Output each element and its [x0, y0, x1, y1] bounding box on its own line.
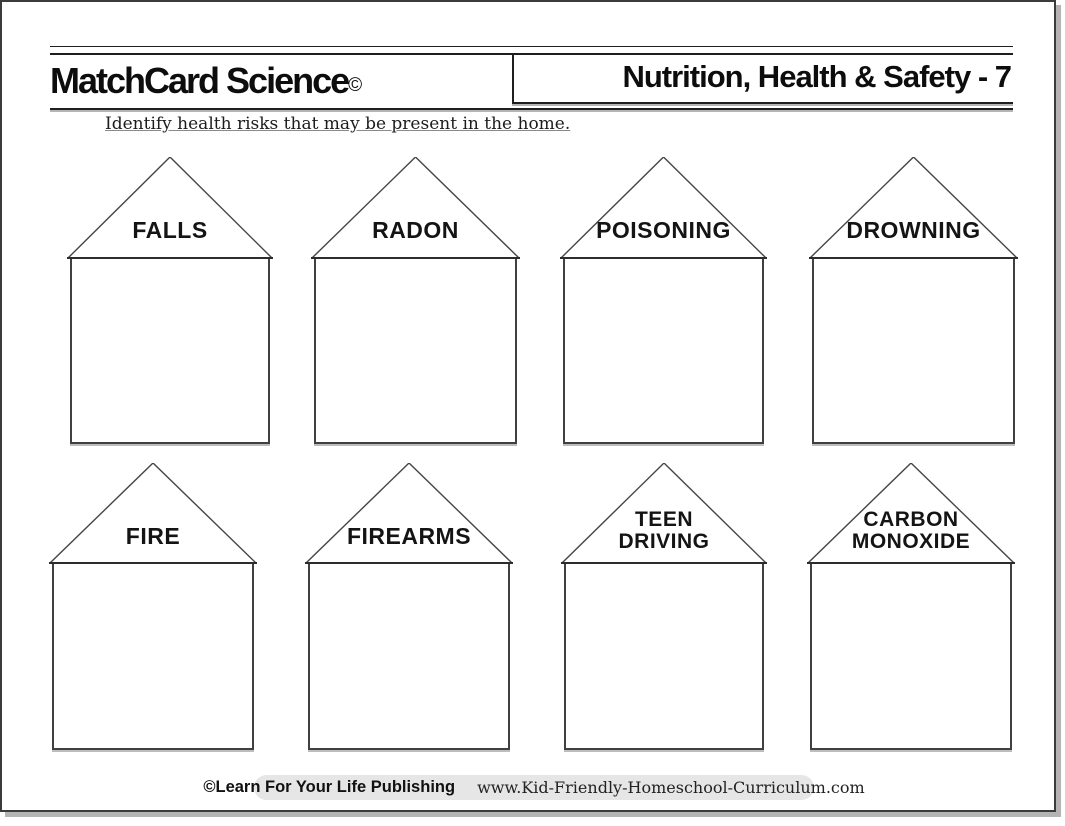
- house-label-line1: CARBON: [863, 508, 959, 531]
- house-box: [812, 259, 1015, 444]
- house-label-line2: DRIVING: [618, 530, 710, 553]
- house-label: RADON: [372, 217, 459, 243]
- brand-title-text: MatchCard Science: [50, 60, 350, 101]
- house-roof: [311, 157, 520, 259]
- house-label-line2: MONOXIDE: [851, 530, 971, 553]
- house-label: FALLS: [132, 217, 208, 243]
- footer-publisher: ©Learn For Your Life Publishing: [203, 778, 456, 796]
- house-roof: [807, 463, 1015, 564]
- house-label: CARBON MONOXIDE: [798, 509, 1024, 553]
- header-top-rule-thick: [50, 53, 1013, 55]
- house-box: [563, 259, 764, 444]
- unit-title: Nutrition, Health & Safety - 7: [512, 55, 1013, 104]
- worksheet-page: MatchCard Science© Nutrition, Health & S…: [0, 0, 1056, 812]
- house-roof: [809, 157, 1018, 259]
- house-label: FIREARMS: [346, 523, 472, 549]
- footer-website-link[interactable]: www.Kid-Friendly-Homeschool-Curriculum.c…: [477, 778, 865, 797]
- house-roof: [49, 463, 257, 564]
- house-label: TEEN DRIVING: [552, 509, 776, 553]
- house-roof: [561, 463, 767, 564]
- house-box: [564, 564, 764, 750]
- house-roof-base: [561, 562, 767, 564]
- house-fire: FIRE: [49, 463, 257, 750]
- house-roof-base: [560, 257, 767, 259]
- house-firearms: FIREARMS: [305, 463, 513, 750]
- house-roof-base: [67, 257, 273, 259]
- house-roof-base: [311, 257, 520, 259]
- house-roof: [305, 463, 513, 564]
- header-bottom-rule: [50, 108, 1013, 110]
- house-label: DROWNING: [846, 217, 981, 243]
- house-poisoning: POISONING: [560, 157, 767, 444]
- house-carbon-monoxide: CARBON MONOXIDE: [807, 463, 1015, 750]
- copyright-mark: ©: [348, 75, 363, 96]
- header-top-rule-thin: [50, 46, 1013, 47]
- house-label: POISONING: [596, 217, 731, 243]
- house-label: FIRE: [125, 523, 181, 549]
- brand-title: MatchCard Science©: [50, 60, 362, 102]
- house-box: [810, 564, 1012, 750]
- house-label-line1: TEEN: [634, 508, 693, 531]
- house-roof-base: [809, 257, 1018, 259]
- house-box: [52, 564, 254, 750]
- house-roof-base: [49, 562, 257, 564]
- house-roof: [67, 157, 273, 259]
- house-roof: [560, 157, 767, 259]
- house-roof-base: [807, 562, 1015, 564]
- house-box: [70, 259, 270, 444]
- footer-pill: ©Learn For Your Life Publishing www.Kid-…: [203, 775, 865, 800]
- house-radon: RADON: [311, 157, 520, 444]
- worksheet-instruction: Identify health risks that may be presen…: [105, 114, 571, 134]
- house-roof-base: [305, 562, 513, 564]
- house-falls: FALLS: [67, 157, 273, 444]
- house-box: [308, 564, 510, 750]
- house-drowning: DROWNING: [809, 157, 1018, 444]
- house-box: [314, 259, 517, 444]
- house-teen-driving: TEEN DRIVING: [561, 463, 767, 750]
